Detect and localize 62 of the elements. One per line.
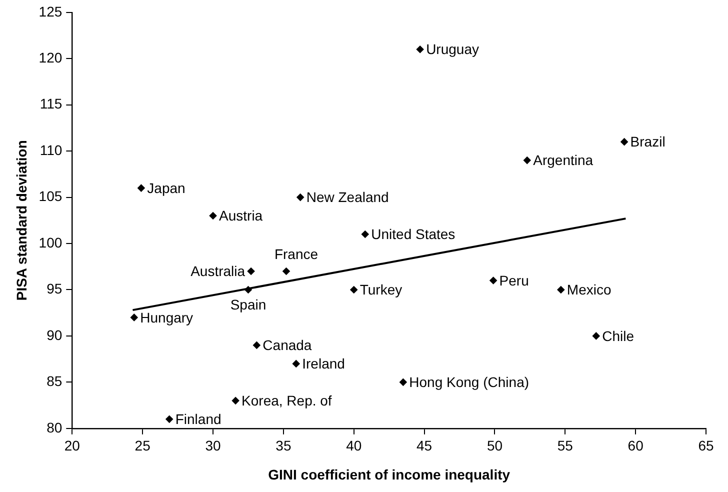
y-tick-label: 120 bbox=[38, 49, 62, 66]
annotation: Japan bbox=[147, 180, 186, 196]
y-tick-label: 100 bbox=[38, 234, 62, 250]
y-axis-title: PISA standard deviation bbox=[13, 140, 30, 301]
y-tick-label: 95 bbox=[46, 280, 62, 297]
x-tick-label: 65 bbox=[698, 438, 714, 454]
x-tick-label: 25 bbox=[134, 438, 151, 454]
annotation: Canada bbox=[262, 337, 312, 354]
point bbox=[592, 332, 600, 340]
point bbox=[232, 396, 240, 404]
annotation: Korea, Rep. of bbox=[242, 392, 332, 409]
x-tick-label: 30 bbox=[205, 438, 222, 454]
x-tick-label: 45 bbox=[416, 438, 432, 454]
point bbox=[244, 286, 252, 294]
annotation: Mexico bbox=[566, 282, 612, 298]
point bbox=[416, 46, 424, 54]
point bbox=[166, 415, 174, 423]
annotation: Brazil bbox=[630, 134, 666, 150]
point bbox=[252, 342, 260, 349]
point bbox=[523, 156, 531, 164]
annotation: United States bbox=[371, 226, 456, 242]
annotation: Argentina bbox=[533, 152, 594, 168]
x-tick-label: 40 bbox=[346, 438, 362, 454]
annotation: Turkey bbox=[360, 282, 402, 298]
point bbox=[247, 268, 255, 275]
y-tick-label: 110 bbox=[40, 142, 62, 158]
annotation: Ireland bbox=[302, 356, 345, 372]
point bbox=[209, 212, 217, 220]
x-tick-label: 60 bbox=[628, 438, 644, 454]
y-tick-label: 115 bbox=[40, 96, 62, 112]
annotation: Chile bbox=[602, 328, 634, 344]
y-tick-label: 125 bbox=[38, 3, 62, 20]
point bbox=[130, 314, 138, 322]
annotation: Australia bbox=[190, 263, 246, 280]
point bbox=[399, 378, 407, 386]
x-tick-label: 35 bbox=[276, 438, 292, 454]
x-tick-label: 20 bbox=[64, 438, 80, 454]
point bbox=[361, 230, 369, 238]
annotation: Uruguay bbox=[426, 41, 479, 58]
annotation: Spain bbox=[230, 296, 266, 313]
y-tick-label: 105 bbox=[38, 188, 62, 204]
x-tick-label: 50 bbox=[486, 438, 503, 454]
annotation: New Zealand bbox=[306, 189, 389, 206]
annotation: Hungary bbox=[140, 309, 194, 326]
point bbox=[557, 286, 565, 294]
y-tick-label: 80 bbox=[46, 419, 62, 436]
annotation: France bbox=[274, 246, 318, 262]
annotation: Hong Kong (China) bbox=[409, 374, 530, 390]
annotation: Finland bbox=[175, 411, 222, 428]
x-tick-label: 55 bbox=[557, 438, 574, 454]
y-tick-label: 90 bbox=[46, 326, 62, 343]
point bbox=[350, 286, 358, 294]
y-tick-label: 85 bbox=[46, 373, 62, 390]
point bbox=[296, 194, 304, 201]
point bbox=[490, 276, 498, 284]
annotation: Austria bbox=[219, 208, 263, 224]
point bbox=[292, 360, 300, 368]
point bbox=[620, 138, 628, 146]
x-axis-title: GINI coefficient of income inequality bbox=[268, 466, 510, 482]
annotation: Peru bbox=[499, 272, 529, 288]
point bbox=[282, 268, 290, 275]
point bbox=[137, 184, 145, 192]
